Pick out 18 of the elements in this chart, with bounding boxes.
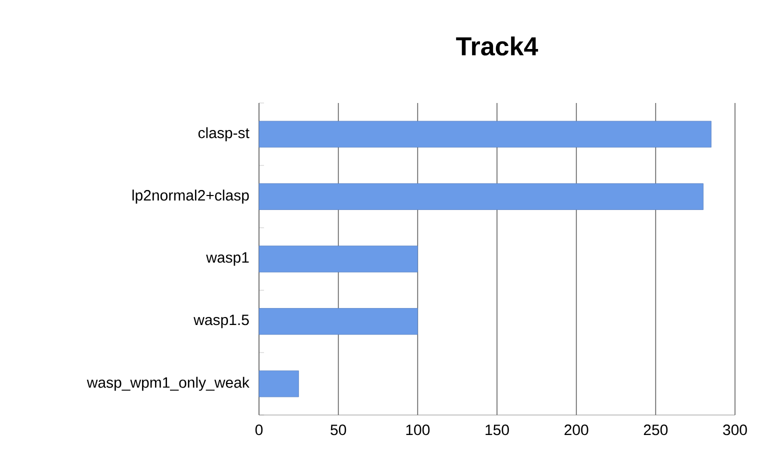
- x-tick-label: 150: [486, 424, 509, 436]
- bar: [258, 183, 704, 210]
- bar: [258, 120, 712, 148]
- y-tick-label: wasp1: [206, 252, 249, 266]
- bar: [258, 370, 299, 398]
- chart-title: Track4: [456, 36, 538, 56]
- x-tick-label: 100: [406, 424, 430, 436]
- y-tick-label: wasp1.5: [194, 314, 249, 328]
- x-tick-label: 50: [330, 424, 346, 436]
- bar: [258, 246, 418, 272]
- x-tick-label: 0: [255, 424, 263, 436]
- x-tick-label: 250: [644, 424, 668, 436]
- y-tick-label: wasp_wpm1_only_weak: [86, 376, 250, 391]
- y-tick-label: lp2normal2+clasp: [132, 190, 249, 204]
- y-tick-label: clasp-st: [198, 127, 250, 142]
- x-tick-label: 200: [564, 424, 588, 436]
- x-tick-label: 300: [723, 424, 747, 436]
- bar: [258, 308, 418, 335]
